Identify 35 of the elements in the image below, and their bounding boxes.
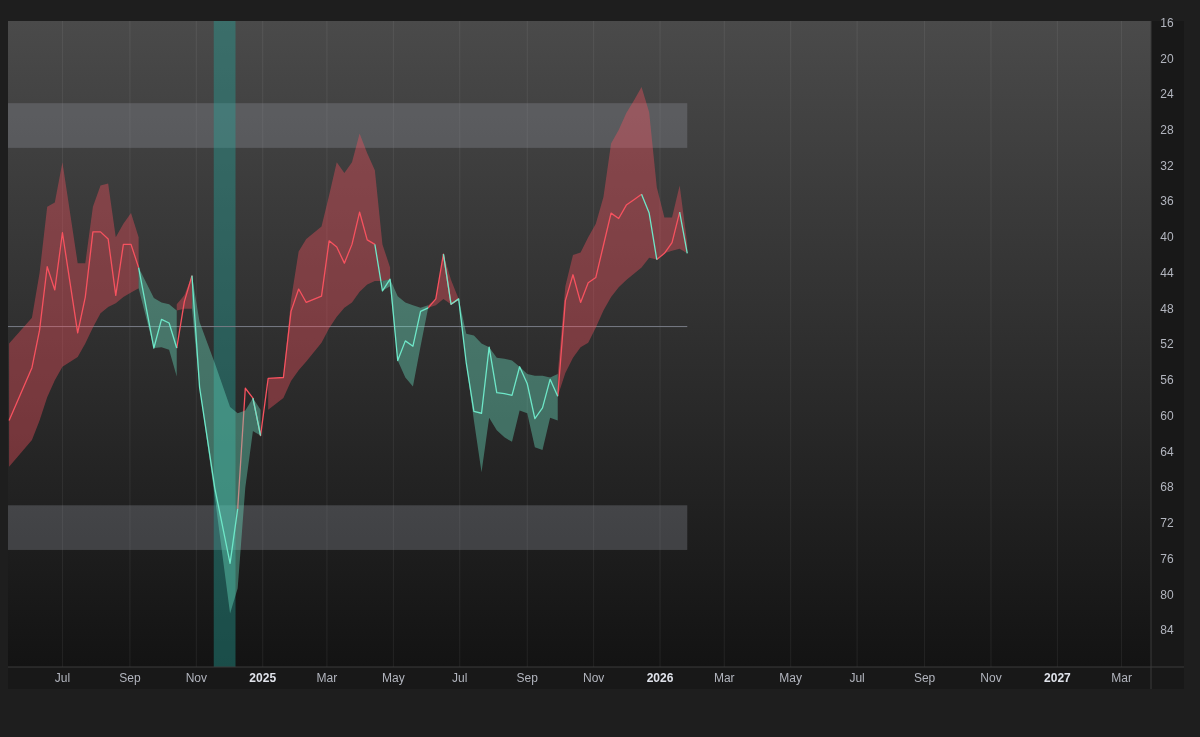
y-tick-label: 64 [1160,444,1174,459]
x-tick-label: Jul [849,671,865,685]
x-tick-label: 2025 [249,671,277,685]
x-tick-label: 2027 [1044,671,1072,685]
y-tick-label: 68 [1160,480,1174,495]
y-tick-label: 56 [1160,373,1174,388]
y-tick-label: 44 [1160,265,1174,280]
x-tick-label: Jul [54,671,71,685]
y-tick-label: 24 [1160,87,1174,102]
x-tick-label: Mar [713,671,735,685]
y-tick-label: 84 [1160,623,1174,638]
x-tick-label: Nov [980,671,1002,685]
x-tick-label: Sep [516,671,539,685]
y-tick-label: 80 [1160,587,1174,602]
y-tick-label: 28 [1160,123,1174,138]
x-tick-label: Mar [1111,671,1132,685]
y-tick-label: 60 [1160,408,1174,423]
x-tick-label: Jul [452,671,468,685]
x-tick-label: May [382,671,405,685]
y-tick-label: 16 [1160,15,1174,30]
x-tick-label: 2026 [646,671,674,685]
y-tick-label: 72 [1160,516,1174,531]
y-tick-label: 20 [1160,51,1174,66]
y-tick-label: 36 [1160,194,1174,209]
x-tick-label: May [779,671,803,685]
x-tick-label: Sep [119,671,141,685]
y-tick-label: 76 [1160,551,1174,566]
x-tick-label: Sep [913,671,936,685]
x-tick-label: Nov [582,671,605,685]
x-tick-label: Mar [316,671,338,685]
y-tick-label: 40 [1160,230,1174,245]
y-tick-label: 48 [1160,301,1174,316]
y-tick-label: 52 [1160,337,1174,352]
y-tick-label: 32 [1160,158,1174,173]
x-tick-label: Nov [185,671,207,685]
